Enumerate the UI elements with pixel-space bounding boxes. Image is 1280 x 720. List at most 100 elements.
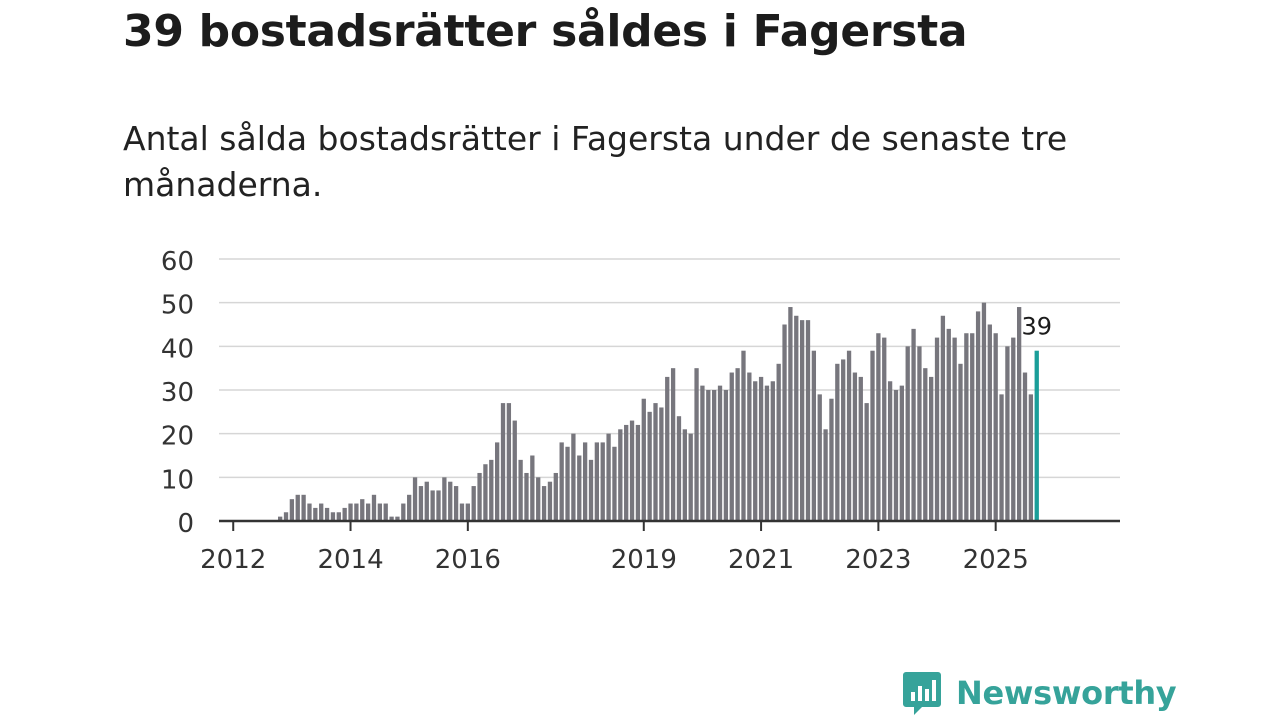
- bar: [852, 372, 858, 521]
- y-tick-label: 30: [161, 378, 194, 408]
- bar: [360, 499, 365, 521]
- bar: [993, 333, 998, 521]
- bar: [729, 372, 734, 521]
- bar-highlighted: [1034, 350, 1039, 521]
- bar-chart: 0 10 20 30 40 50 60 2012 2014 2016 2019 2021 2023 202…: [161, 247, 1120, 575]
- grid-layer: [219, 258, 1120, 479]
- bar: [858, 376, 863, 521]
- bar: [489, 459, 494, 521]
- bar: [1016, 307, 1022, 521]
- bar: [407, 494, 412, 521]
- bar: [395, 516, 400, 521]
- y-tick-label: 10: [161, 465, 194, 495]
- bar: [307, 503, 312, 521]
- bar: [975, 311, 981, 521]
- newsworthy-logo: Newsworthy: [902, 670, 1177, 716]
- bar: [841, 359, 846, 521]
- bar: [371, 494, 377, 521]
- bar: [641, 398, 646, 521]
- bar: [817, 394, 822, 521]
- y-tick-label: 20: [161, 422, 194, 452]
- bar: [530, 455, 535, 521]
- bar: [758, 376, 764, 521]
- bar: [905, 346, 910, 521]
- bar: [348, 503, 353, 521]
- bar: [770, 381, 775, 521]
- bar: [946, 328, 951, 521]
- bar: [594, 442, 600, 521]
- bar: [723, 390, 729, 521]
- bar: [524, 472, 529, 521]
- bar: [805, 320, 811, 521]
- x-tick-label: 2023: [845, 545, 911, 575]
- bar: [412, 477, 418, 521]
- bar: [442, 477, 447, 521]
- y-tick-label: 50: [161, 291, 194, 321]
- bar: [952, 337, 957, 521]
- bar: [934, 337, 940, 521]
- bar: [606, 433, 611, 521]
- bar: [647, 411, 652, 521]
- bar: [682, 429, 687, 521]
- bar: [495, 442, 500, 521]
- bar: [776, 363, 781, 521]
- x-tick-label: 2021: [728, 545, 794, 575]
- bar: [618, 429, 623, 521]
- bar: [541, 486, 547, 521]
- bar: [448, 481, 453, 521]
- bar: [430, 490, 435, 521]
- bar: [383, 503, 388, 521]
- bar: [612, 446, 617, 521]
- bar: [987, 324, 992, 521]
- bar: [477, 472, 482, 521]
- bar: [342, 507, 347, 521]
- bar: [653, 403, 658, 521]
- bar: [893, 390, 899, 521]
- bar: [313, 507, 318, 521]
- x-tick-label: 2014: [317, 545, 383, 575]
- bar: [911, 328, 916, 521]
- bar: [799, 320, 805, 521]
- bar: [424, 481, 429, 521]
- bar: [577, 455, 582, 521]
- bar: [782, 324, 787, 521]
- highlight-value-label: 39: [1021, 313, 1052, 341]
- bar: [377, 503, 383, 521]
- bar: [753, 381, 758, 521]
- bar: [999, 394, 1004, 521]
- bar: [289, 499, 295, 521]
- y-tick-label: 0: [177, 509, 194, 539]
- bar: [659, 407, 664, 521]
- bar: [717, 385, 723, 521]
- bar: [870, 350, 875, 521]
- bar: [1011, 337, 1016, 521]
- bar: [670, 368, 676, 521]
- chart-subtitle: Antal sålda bostadsrätter i Fagersta und…: [123, 119, 1068, 204]
- bar: [483, 464, 488, 521]
- bar: [553, 472, 558, 521]
- bar: [741, 350, 746, 521]
- bar: [418, 486, 424, 521]
- bar: [970, 333, 975, 521]
- bar: [635, 424, 641, 521]
- bar: [389, 516, 394, 521]
- bar: [1005, 346, 1010, 521]
- bar: [278, 516, 283, 521]
- bar: [582, 442, 588, 521]
- bar: [887, 381, 893, 521]
- x-tick-label: 2012: [200, 545, 266, 575]
- bar: [835, 363, 840, 521]
- axis-layer: 0 10 20 30 40 50 60 2012 2014 2016 2019 2021 2023 202…: [161, 247, 1120, 575]
- bar: [735, 368, 740, 521]
- bar-chart-speech-bubble-icon: [903, 672, 941, 715]
- bar: [899, 385, 904, 521]
- bar: [917, 346, 922, 521]
- bar: [571, 433, 576, 521]
- bar: [588, 459, 594, 521]
- bar: [629, 420, 635, 521]
- bar: [794, 315, 799, 521]
- bar: [471, 486, 476, 521]
- bar: [764, 385, 770, 521]
- bar: [336, 512, 341, 521]
- bar: [295, 494, 300, 521]
